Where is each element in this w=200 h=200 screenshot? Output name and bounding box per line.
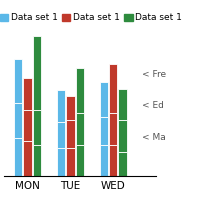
Bar: [33, 36, 41, 110]
Bar: [76, 113, 84, 144]
Text: < Ma: < Ma: [142, 133, 166, 142]
Bar: [100, 116, 108, 144]
Bar: [66, 96, 75, 120]
Bar: [109, 64, 117, 113]
Bar: [76, 68, 84, 113]
Bar: [66, 148, 75, 176]
Bar: [57, 90, 65, 122]
Bar: [23, 141, 32, 176]
Bar: [109, 144, 117, 176]
Bar: [100, 82, 108, 116]
Bar: [57, 148, 65, 176]
Text: < Fre: < Fre: [142, 70, 166, 79]
Bar: [66, 120, 75, 148]
Text: < Ed: < Ed: [142, 102, 164, 110]
Legend: Data set 1, Data set 1, Data set 1: Data set 1, Data set 1, Data set 1: [0, 10, 186, 26]
Bar: [23, 78, 32, 110]
Bar: [14, 59, 22, 102]
Bar: [14, 102, 22, 138]
Bar: [109, 113, 117, 144]
Bar: [57, 122, 65, 148]
Bar: [23, 110, 32, 141]
Bar: [76, 144, 84, 176]
Bar: [118, 120, 127, 152]
Bar: [33, 110, 41, 144]
Bar: [118, 152, 127, 176]
Bar: [33, 144, 41, 176]
Bar: [100, 144, 108, 176]
Bar: [118, 88, 127, 120]
Bar: [14, 138, 22, 176]
